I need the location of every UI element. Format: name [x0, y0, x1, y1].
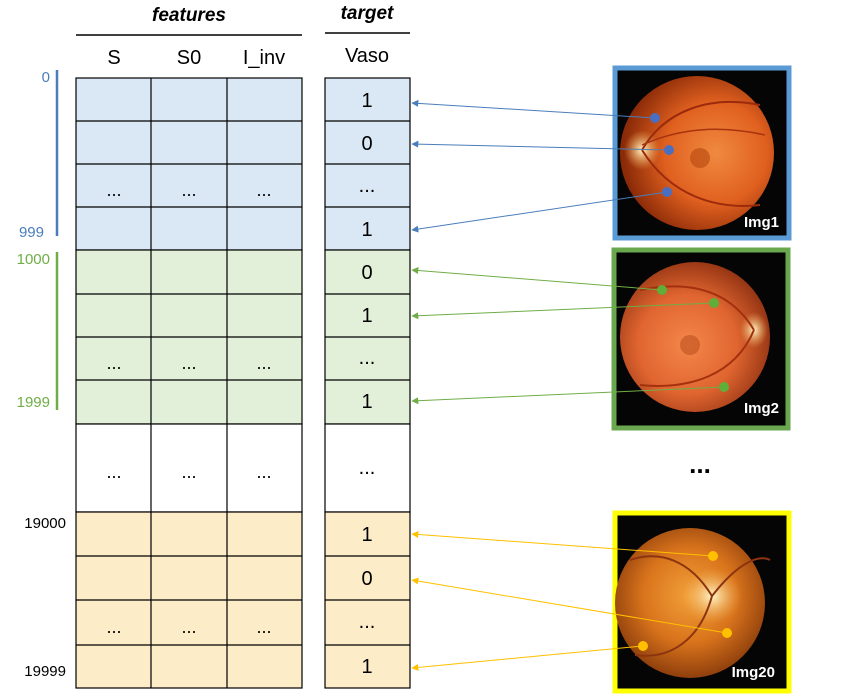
- features-ellipsis: ...: [106, 617, 121, 637]
- gap-rows: ... ... ... ...: [75, 423, 411, 513]
- target-value: ...: [359, 611, 376, 633]
- features-ellipsis: ...: [256, 353, 271, 373]
- features-ellipsis: ...: [181, 180, 196, 200]
- group-img2: ... ... ... 0 1 ... 1 1000 1999: [17, 249, 411, 425]
- features-ellipsis: ...: [106, 353, 121, 373]
- target-header: target: [341, 3, 394, 24]
- index-start-label: 0: [42, 69, 50, 86]
- target-value: ...: [359, 457, 376, 479]
- features-ellipsis: ...: [256, 462, 271, 482]
- arrows-img2: [411, 267, 729, 405]
- target-value: 0: [361, 133, 372, 155]
- features-ellipsis: ...: [181, 462, 196, 482]
- column-header-i-inv: I_inv: [243, 47, 285, 69]
- target-value: 1: [361, 391, 372, 413]
- index-start-label: 1000: [17, 251, 50, 268]
- arrows-img1: [411, 99, 674, 233]
- index-start-label: 19000: [24, 515, 66, 532]
- features-ellipsis: ...: [256, 180, 271, 200]
- sample-point: [650, 113, 660, 123]
- target-value: 1: [361, 219, 372, 241]
- sample-point: [709, 298, 719, 308]
- image-label: Img20: [732, 664, 775, 681]
- features-ellipsis: ...: [106, 180, 121, 200]
- group-img20: ... ... ... 1 0 ... 1 19000 19999: [24, 511, 411, 689]
- fundus-image-1: Img1: [612, 65, 792, 241]
- column-header-vaso: Vaso: [345, 45, 389, 67]
- group-img1: ... ... ... 1 0 ... 1 0 999: [19, 69, 411, 251]
- images-ellipsis: ...: [689, 449, 711, 479]
- arrows-img20: [411, 530, 732, 671]
- column-header-s0: S0: [177, 47, 201, 69]
- features-header: features: [152, 5, 226, 26]
- image-label: Img1: [744, 214, 779, 231]
- target-value: 1: [361, 90, 372, 112]
- target-value: ...: [359, 175, 376, 197]
- sample-point: [664, 145, 674, 155]
- target-value: 0: [361, 568, 372, 590]
- features-ellipsis: ...: [106, 462, 121, 482]
- fundus-image-20: Img20: [612, 510, 792, 694]
- features-ellipsis: ...: [181, 353, 196, 373]
- sample-point: [722, 628, 732, 638]
- sample-point: [638, 641, 648, 651]
- sample-point: [719, 382, 729, 392]
- features-ellipsis: ...: [256, 617, 271, 637]
- target-value: 1: [361, 524, 372, 546]
- fundus-image-2: Img2: [611, 247, 791, 431]
- index-end-label: 19999: [24, 663, 66, 680]
- index-end-label: 1999: [17, 394, 50, 411]
- features-ellipsis: ...: [181, 617, 196, 637]
- target-value: 1: [361, 656, 372, 678]
- target-value: 0: [361, 262, 372, 284]
- sample-point: [662, 187, 672, 197]
- image-label: Img2: [744, 400, 779, 417]
- sample-point: [657, 285, 667, 295]
- index-end-label: 999: [19, 224, 44, 241]
- sample-point: [708, 551, 718, 561]
- target-value: ...: [359, 347, 376, 369]
- target-value: 1: [361, 305, 372, 327]
- column-header-s: S: [107, 47, 120, 69]
